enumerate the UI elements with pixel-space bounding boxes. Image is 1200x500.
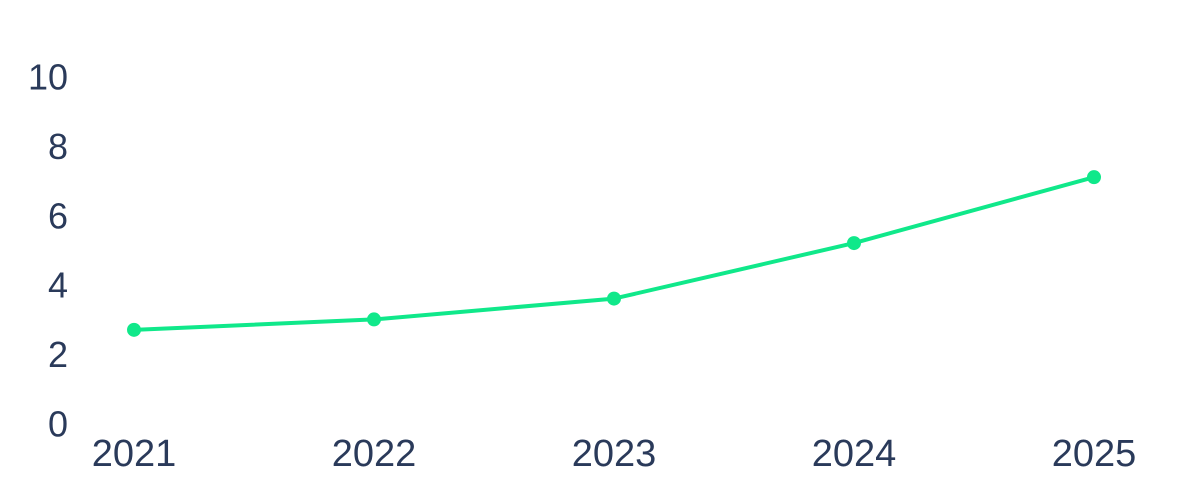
point xyxy=(1087,170,1101,185)
point xyxy=(127,322,141,337)
x-tick-label: 2024 xyxy=(812,433,897,475)
y-tick-label: 0 xyxy=(48,404,68,445)
y-tick-label: 10 xyxy=(28,57,68,98)
line xyxy=(133,175,1095,332)
x-tick-label: 2023 xyxy=(572,433,657,475)
point xyxy=(847,236,861,251)
x-tick-label: 2022 xyxy=(332,433,417,475)
x-tick-label: 2021 xyxy=(92,433,177,475)
y-tick-label: 8 xyxy=(48,126,68,167)
y-tick-label: 6 xyxy=(48,195,68,236)
point xyxy=(607,291,621,306)
x-tick-label: 2025 xyxy=(1052,433,1137,475)
point xyxy=(367,312,381,327)
y-tick-label: 2 xyxy=(48,334,68,375)
y-tick-label: 4 xyxy=(48,265,68,306)
